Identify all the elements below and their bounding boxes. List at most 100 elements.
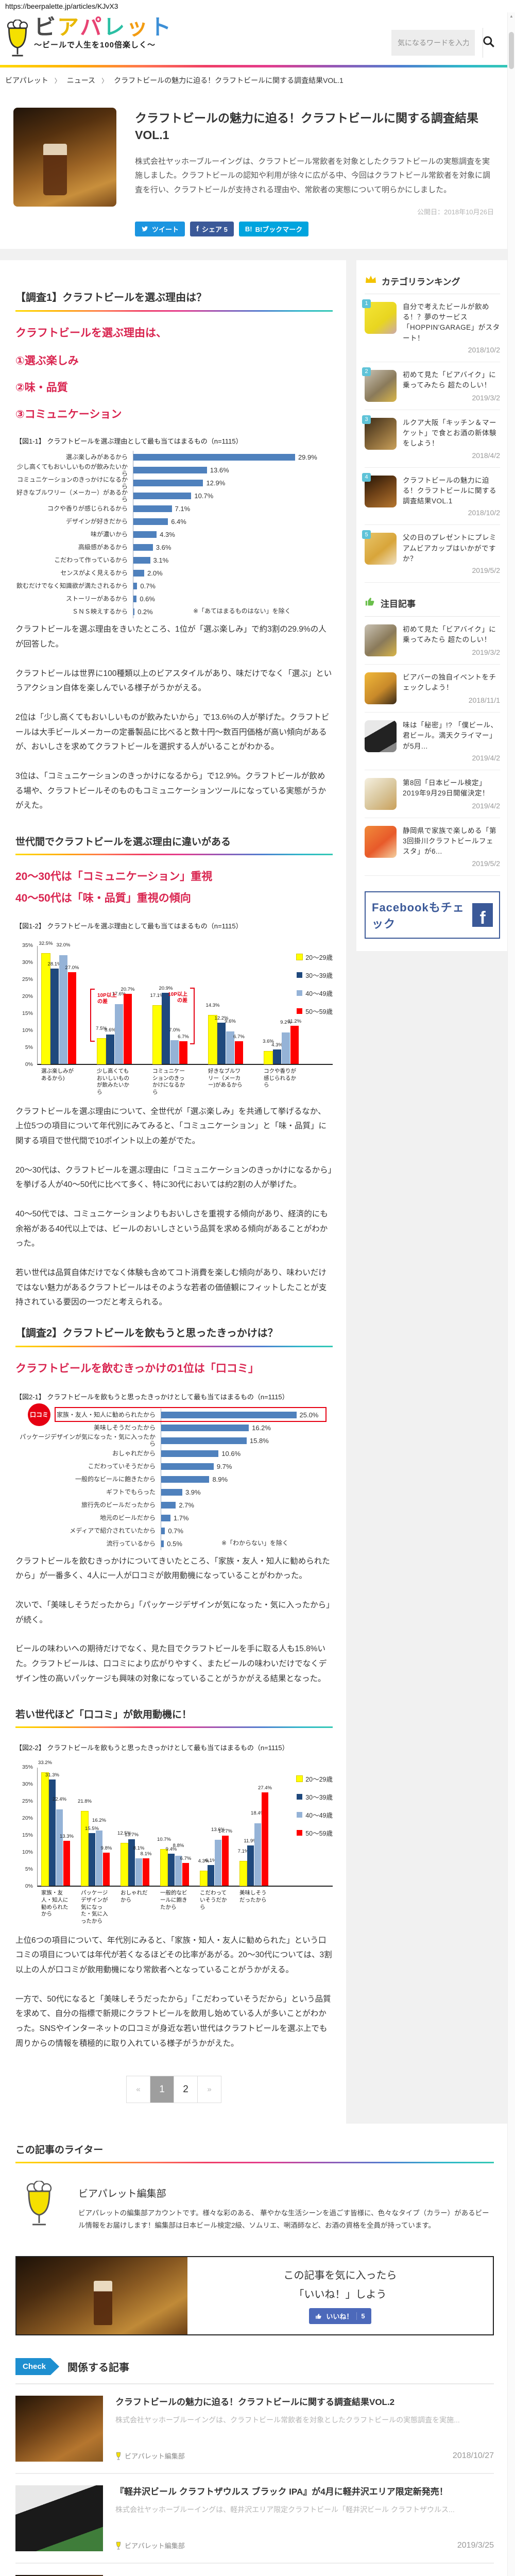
scrollbar-up-arrow[interactable]: ▲ xyxy=(509,14,513,19)
bar-label: 家族・友人・知人に勧められたから xyxy=(56,1411,156,1418)
sidebar-article-item[interactable]: 3 ルクア大阪「キッチン＆マーケット」で食とお酒の新体験をしよう！ 2018/4/2 xyxy=(362,410,501,468)
bar: 18.4% xyxy=(251,1810,265,1886)
chart-legend: 20～29歳 30～39歳 40～49歳 50～59歳 xyxy=(296,1774,333,1846)
sidebar-article-item[interactable]: 4 クラフトビールの魅力に迫る！クラフトビールに関する調査結果VOL.1 2018/… xyxy=(362,468,500,526)
chart-bar-row: パッケージデザインが気になった・気に入ったから 15.8% xyxy=(15,1433,333,1448)
facebook-box-label: Facebookもチェック xyxy=(372,901,465,930)
facebook-share-button[interactable]: f シェア 5 xyxy=(190,221,234,236)
like-banner-image xyxy=(16,2257,187,2334)
related-article-item[interactable]: クラフトビールの魅力に迫る！クラフトビールに関する調査結果VOL.2 株式会社ヤッ… xyxy=(15,2384,494,2474)
legend-label: 30～39歳 xyxy=(305,972,333,980)
sidebar-article-item[interactable]: ビアバーの独自イベントをチェックしよう！ 2018/11/1 xyxy=(365,665,500,713)
tweet-button[interactable]: ツイート xyxy=(135,221,185,236)
chart-bar-row: 旅行先のビールだったから 2.7% xyxy=(15,1498,333,1512)
bar-value: 4.3% xyxy=(198,1858,210,1864)
bar-value: 9.2% xyxy=(280,1020,291,1026)
search-input[interactable] xyxy=(397,38,470,47)
x-axis-label: 一般的なビールに飽きたから xyxy=(160,1890,187,1910)
bar: 14.3% xyxy=(206,1003,219,1065)
facebook-page-box[interactable]: Facebookもチェック f xyxy=(365,891,500,939)
bar: 6.1% xyxy=(205,1858,216,1886)
bar-value: 4.3% xyxy=(160,531,175,539)
related-article-excerpt: 株式会社ヤッホーブルーイングは、軽井沢エリア限定クラフトビール「軽井沢ビール ク… xyxy=(115,2505,455,2514)
sidebar-article-item[interactable]: 味は「秘密」!? 「僕ビール、君ビール。満天クライマー」が5月... 2019/4… xyxy=(365,713,500,770)
pagination-page-1[interactable]: 1 xyxy=(150,2076,174,2104)
sidebar-article-date: 2019/5/2 xyxy=(472,566,501,575)
chart-figure2-2: 35% 30% 25% 20% 15% 10% 5% 0% 33.2% 31.3% 22.4% 13.… xyxy=(15,1760,333,1925)
sidebar-article-item[interactable]: 5 父の日のプレゼントにプレミアムビアカップはいかがですか？ 2019/5/2 xyxy=(362,525,501,583)
breadcrumb-item-2[interactable]: ニュース xyxy=(66,76,96,84)
bar-value: 10.7% xyxy=(157,1836,171,1842)
bar-label: 地元のビールだから xyxy=(99,1514,156,1521)
search-box xyxy=(391,30,475,56)
hatena-bookmark-button[interactable]: B! B!ブックマーク xyxy=(238,221,309,236)
bar-value: 0.5% xyxy=(167,1539,182,1548)
pagination-next[interactable]: » xyxy=(197,2076,221,2104)
sidebar-article-item[interactable]: 初めて見た「ビアバイク」に乗ってみたら 超たのしい！ 2019/3/2 xyxy=(365,617,500,665)
figure1-2-caption: 【図1-2】 クラフトビールを選ぶ理由として最も当てはまるもの（n=1115） xyxy=(15,922,243,930)
bar-value: 8.1% xyxy=(133,1845,145,1851)
related-article-date: 2019/3/25 xyxy=(457,2540,494,2550)
sidebar-article-date: 2018/4/2 xyxy=(472,451,501,460)
crown-icon xyxy=(365,275,377,287)
scrollbar[interactable]: ▲ xyxy=(507,12,515,2576)
sidebar-article-item[interactable]: 1 自分で考えたビールが飲める！？夢のサービス「HOPPIN'GARAGE」がスタ… xyxy=(362,294,500,362)
bar-label: パッケージデザインが気になった・気に入ったから xyxy=(20,1433,156,1448)
legend-swatch xyxy=(297,972,303,978)
bar: 6.7% xyxy=(233,1034,245,1064)
pagination-prev[interactable]: « xyxy=(126,2076,150,2104)
chart-bar-row: こだわっていそうだから 9.7% xyxy=(15,1460,333,1473)
bar-value: 25.0% xyxy=(299,1411,319,1419)
y-axis-tick: 15% xyxy=(22,1010,33,1017)
bar-group: 3.6% 4.3% 9.2% 11.2% xyxy=(263,1019,301,1065)
sidebar-article-date: 2018/10/2 xyxy=(468,509,500,517)
bar-value: 3.9% xyxy=(185,1488,201,1496)
site-logo[interactable]: ビアパレット ～ビールで人生を100倍楽しく～ xyxy=(4,15,246,61)
article-lead: 株式会社ヤッホーブルーイングは、クラフトビール常飲者を対象としたクラフトビールの… xyxy=(135,157,491,195)
search-icon[interactable] xyxy=(482,35,495,51)
paragraph: クラフトビールは世界に100種類以上のビアスタイルがあり、味だけでなく「選ぶ」と… xyxy=(15,669,332,693)
bar: 9.4% xyxy=(166,1846,177,1886)
breadcrumb-item-3: クラフトビールの魅力に迫る！クラフトビールに関する調査結果VOL.1 xyxy=(114,76,344,84)
bar: 13.3% xyxy=(60,1834,74,1886)
bar xyxy=(133,493,192,500)
bar-value: 21.8% xyxy=(78,1799,92,1805)
breadcrumb-item-1[interactable]: ビアパレット xyxy=(5,76,48,84)
related-article-item[interactable]: 『軽井沢ビール クラフトザウルス ブラック IPA』が4月に軽井沢エリア限定新発… xyxy=(15,2474,494,2564)
bar: 7.1% xyxy=(238,1849,249,1887)
writer-heading: この記事のライター xyxy=(15,2142,494,2164)
x-axis-label: コクや香りが感じられるから xyxy=(264,1068,296,1089)
sidebar-article-thumbnail xyxy=(365,825,397,858)
writer-name[interactable]: ビアパレット編集部 xyxy=(78,2189,166,2200)
pagination-page-2[interactable]: 2 xyxy=(174,2076,198,2104)
bar-value: 0.2% xyxy=(138,608,153,616)
annotation-bracket: 10P以上の差 xyxy=(168,988,195,1044)
bar-label: メディアで紹介されていたから xyxy=(70,1527,156,1534)
sidebar-article-item[interactable]: 静岡県で家族で楽しめる「第3回掛川クラフトビールフェスタ」が6... 2019/5… xyxy=(365,818,500,876)
sidebar-article-item[interactable]: 第8回「日本ビール検定」2019年9月29日開催決定！ 2019/4/2 xyxy=(365,770,500,818)
chart-bar-row: メディアで紹介されていたから 0.7% xyxy=(15,1524,333,1537)
paragraph: 若い世代は品質自体だけでなく体験も含めてコト消費を楽しむ傾向があり、味わいだけで… xyxy=(15,1268,327,1307)
related-article-date: 2018/10/27 xyxy=(452,2451,494,2460)
pickup-list: 初めて見た「ビアバイク」に乗ってみたら 超たのしい！ 2019/3/2 ビアバーの独… xyxy=(365,617,500,876)
related-article-item[interactable]: ヤッホーブルーイングから樽熟成ビール『バレルフカミダス』が発売！株式会社ヤッホー… xyxy=(15,2564,494,2576)
facebook-like-button[interactable]: いいね！ 5 xyxy=(309,2308,371,2325)
bar-value: 20.9% xyxy=(159,986,173,992)
scrollbar-thumb[interactable] xyxy=(509,32,514,69)
beer-glass-icon xyxy=(4,19,31,61)
sidebar-article-item[interactable]: 2 初めて見た「ビアバイク」に乗ってみたら 超たのしい！ 2019/3/2 xyxy=(362,362,500,410)
rank-badge: 5 xyxy=(362,530,371,539)
bar: 15.5% xyxy=(85,1826,99,1886)
paragraph: 上位6つの項目について、年代別にみると、「家族・知人・友人に勧められた」という口… xyxy=(15,1936,332,1974)
bar: 11.9% xyxy=(244,1838,258,1886)
bar: 8.6% xyxy=(105,1027,116,1064)
chart-bar-row: 好きなブルワリー（メーカー）があるから 10.7% xyxy=(15,489,333,503)
section2-red-lead: クラフトビールを飲むきっかけの1位は「口コミ」 xyxy=(15,1363,259,1375)
y-axis-tick: 25% xyxy=(22,1798,33,1805)
x-axis-labels: 家族・友人・知人に勧められたから パッケージデザインが気になった・気に入ったからお… xyxy=(37,1890,333,1925)
facebook-icon: f xyxy=(196,224,199,233)
bar-value: 31.3% xyxy=(45,1772,59,1778)
paragraph: ビールの味わいへの期待だけでなく、見た目でクラフトビールを手に取る人も15.8%… xyxy=(15,1645,327,1683)
related-article-thumbnail xyxy=(15,2485,103,2551)
chart-bar-row: おしゃれだから 10.6% xyxy=(15,1447,333,1460)
